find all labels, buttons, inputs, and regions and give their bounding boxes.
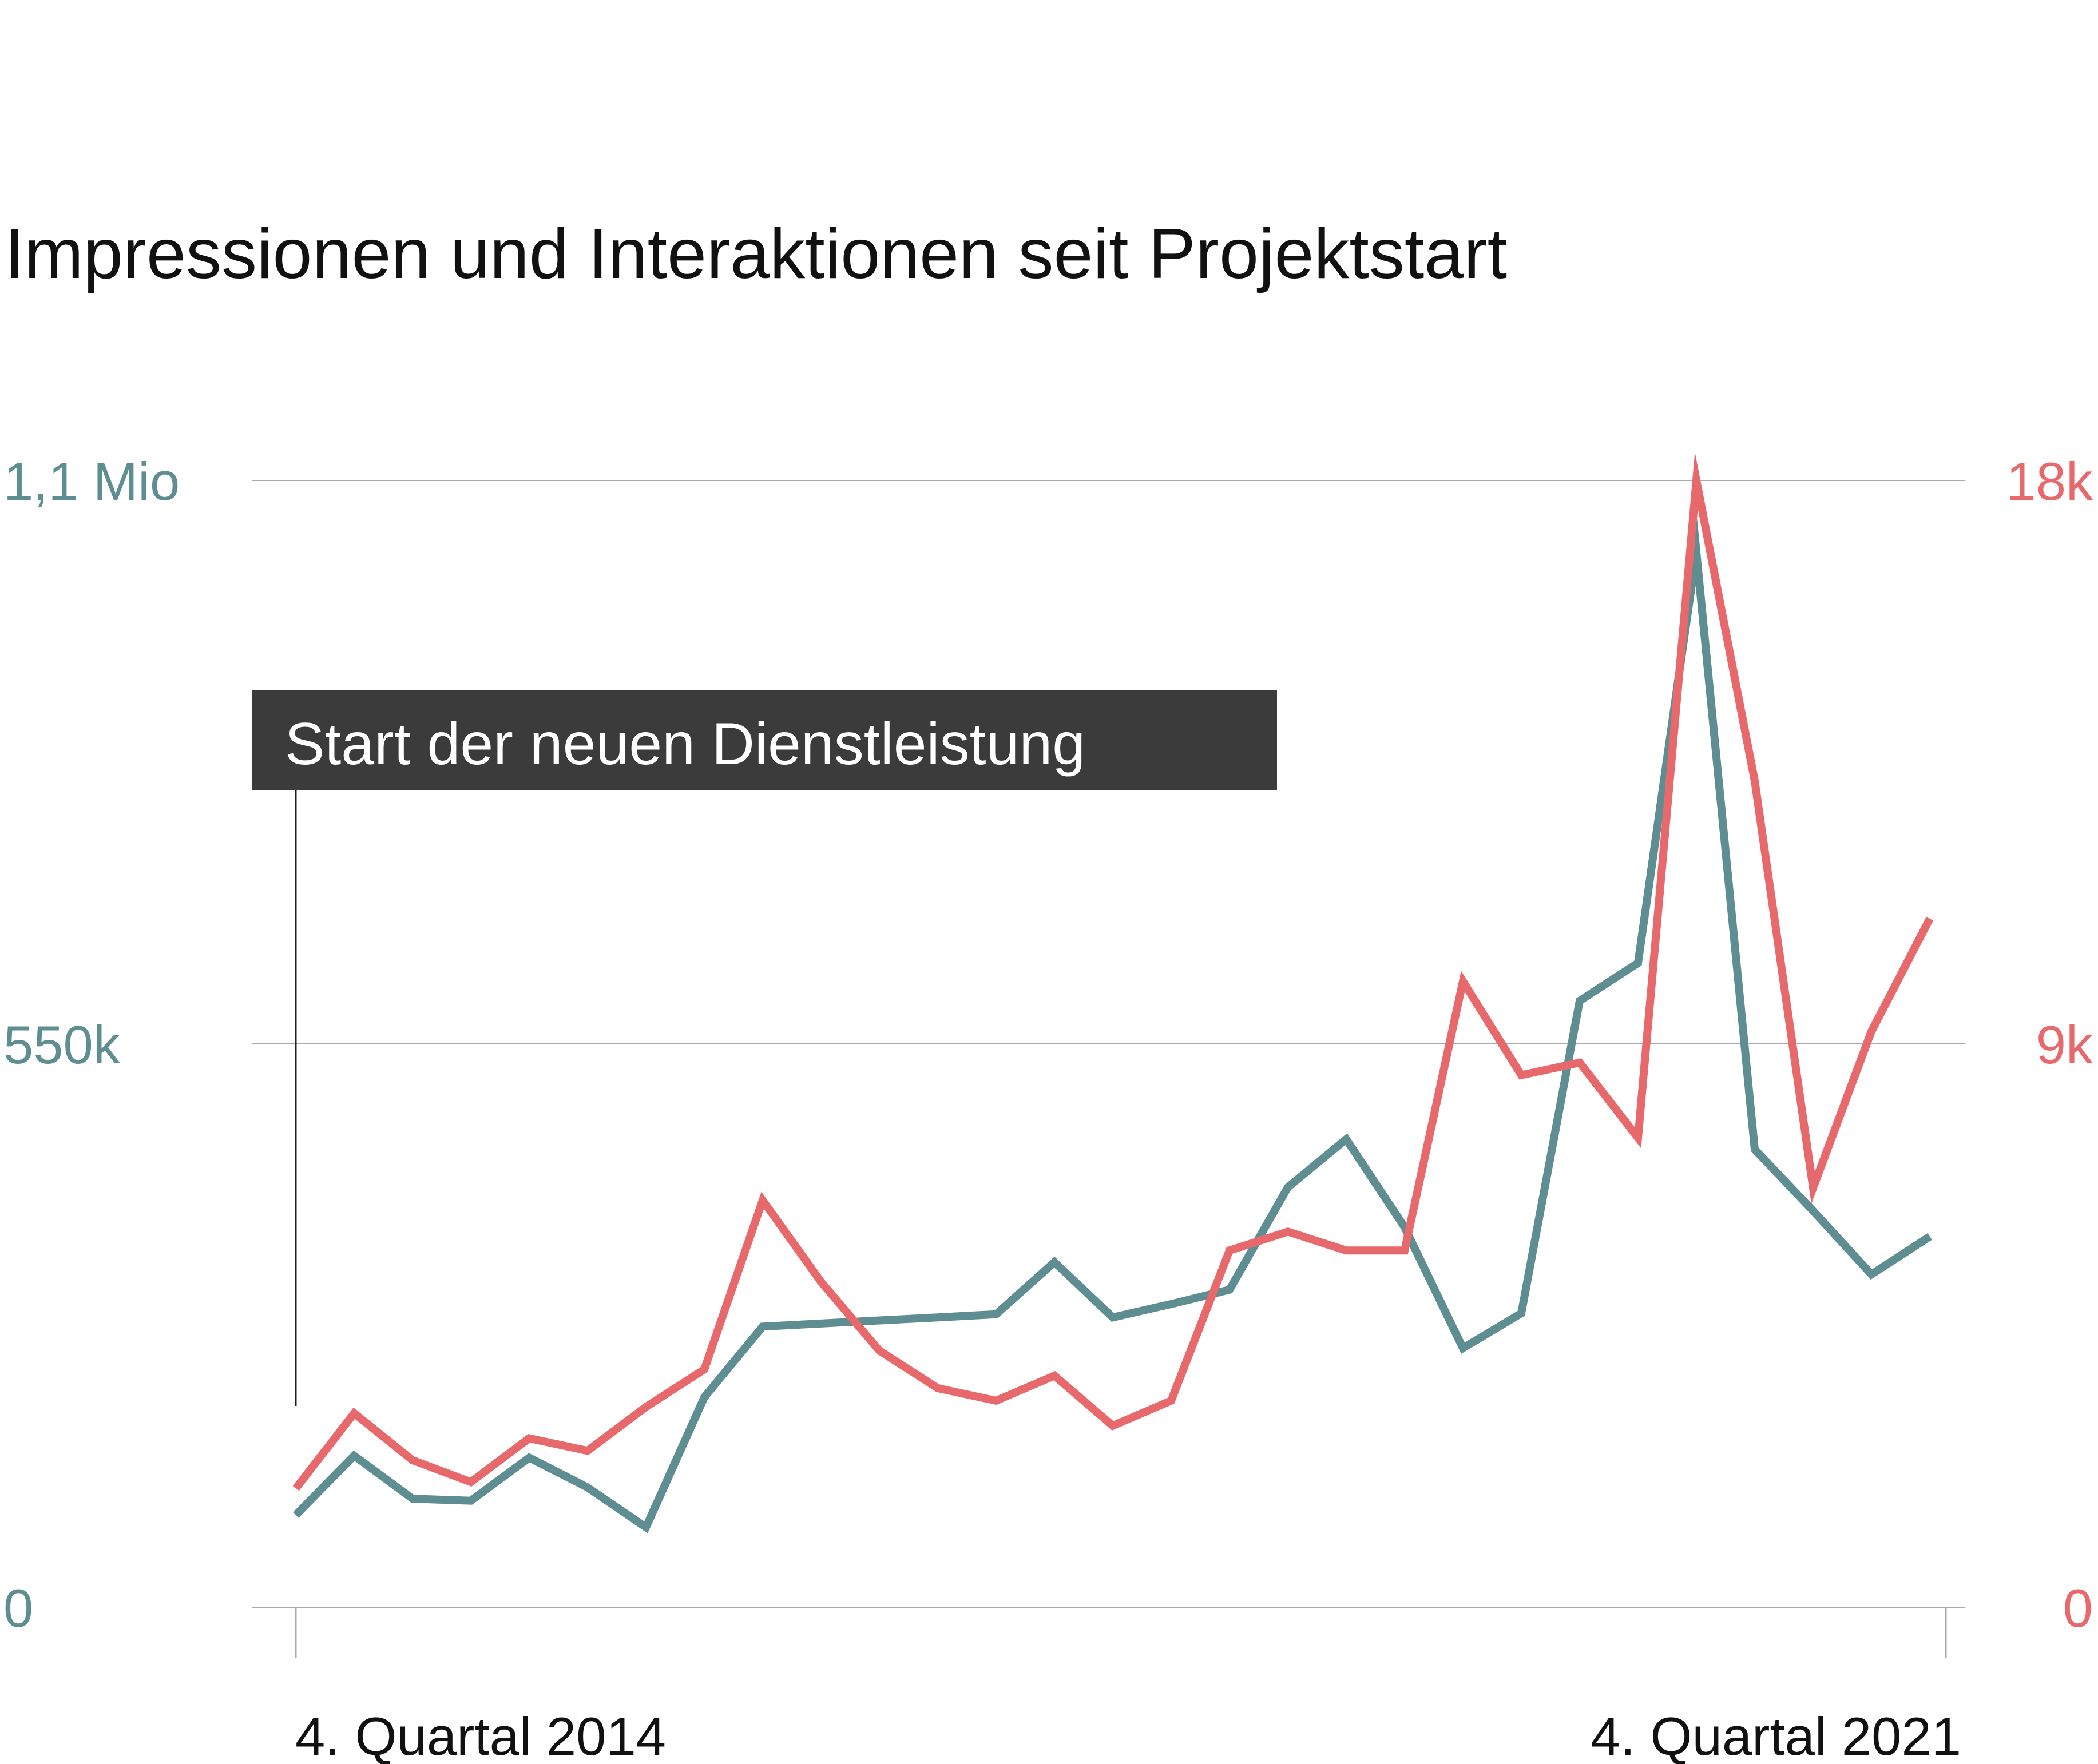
- right-y-tick-label-18k: 18k: [2006, 451, 2093, 511]
- x-tick-label-start: 4. Quartal 2014: [295, 1706, 666, 1764]
- x-axis-ticks: [295, 1608, 1947, 1658]
- x-tick-label-end: 4. Quartal 2021: [1591, 1706, 1961, 1764]
- left-y-tick-label-1-1-mio: 1,1 Mio: [3, 451, 180, 511]
- right-y-tick-label-9k: 9k: [2036, 1015, 2093, 1075]
- left-y-tick-label-0: 0: [3, 1578, 33, 1638]
- annotation: Start der neuen Dienstleistung: [252, 690, 1277, 1406]
- left-y-tick-label-550k: 550k: [3, 1015, 121, 1075]
- right-y-tick-label-0: 0: [2063, 1578, 2093, 1638]
- chart-title: Impressionen und Interaktionen seit Proj…: [5, 214, 1507, 293]
- x-axis-labels: 4. Quartal 2014 4. Quartal 2021: [295, 1706, 1961, 1764]
- interactions-line: [292, 451, 1934, 1491]
- left-y-axis: 0 550k 1,1 Mio: [3, 451, 180, 1638]
- annotation-label: Start der neuen Dienstleistung: [285, 711, 1085, 777]
- annotation-box: [252, 690, 1277, 790]
- impressions-line: [293, 518, 1932, 1533]
- gridlines: [252, 480, 1965, 1608]
- right-y-axis: 0 9k 18k: [2006, 451, 2093, 1638]
